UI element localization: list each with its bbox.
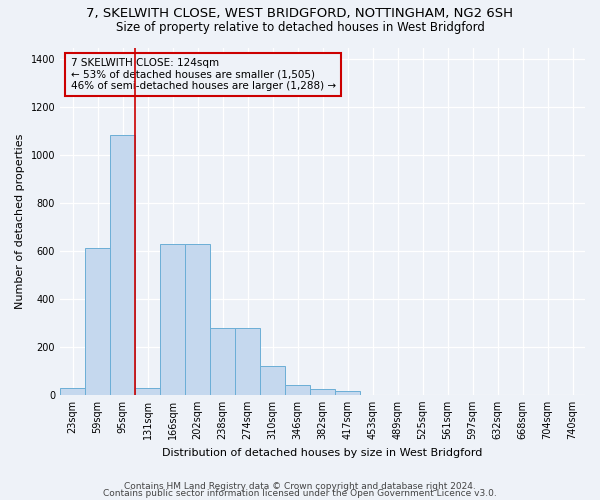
Bar: [85, 248, 110, 395]
Text: Size of property relative to detached houses in West Bridgford: Size of property relative to detached ho…: [116, 21, 484, 34]
Text: Contains public sector information licensed under the Open Government Licence v3: Contains public sector information licen…: [103, 490, 497, 498]
Bar: [110, 135, 135, 395]
Bar: [335, 391, 360, 395]
Bar: [310, 389, 335, 395]
X-axis label: Distribution of detached houses by size in West Bridgford: Distribution of detached houses by size …: [163, 448, 483, 458]
Bar: [260, 366, 285, 395]
Text: 7, SKELWITH CLOSE, WEST BRIDGFORD, NOTTINGHAM, NG2 6SH: 7, SKELWITH CLOSE, WEST BRIDGFORD, NOTTI…: [86, 8, 514, 20]
Bar: [285, 385, 310, 395]
Bar: [160, 244, 185, 395]
Bar: [210, 328, 235, 395]
Text: 7 SKELWITH CLOSE: 124sqm
← 53% of detached houses are smaller (1,505)
46% of sem: 7 SKELWITH CLOSE: 124sqm ← 53% of detach…: [71, 58, 335, 91]
Bar: [235, 328, 260, 395]
Bar: [185, 244, 210, 395]
Y-axis label: Number of detached properties: Number of detached properties: [15, 134, 25, 309]
Bar: [135, 388, 160, 395]
Bar: [60, 388, 85, 395]
Text: Contains HM Land Registry data © Crown copyright and database right 2024.: Contains HM Land Registry data © Crown c…: [124, 482, 476, 491]
